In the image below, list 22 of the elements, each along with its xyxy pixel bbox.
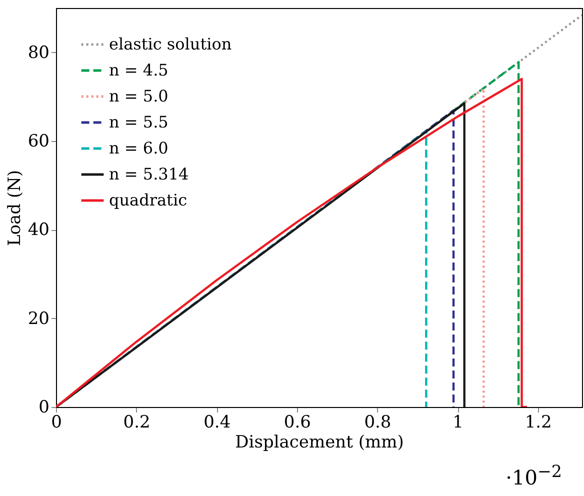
legend-label: n = 5.5 <box>109 112 168 132</box>
legend-label: n = 5.0 <box>109 86 168 106</box>
x-tick-label: 0.8 <box>364 412 392 432</box>
x-tick-label: 0.2 <box>123 412 150 432</box>
y-tick-label: 20 <box>28 308 50 329</box>
y-tick-label: 0 <box>38 398 50 418</box>
y-tick-label: 80 <box>28 42 50 63</box>
x-tick-label: 0.4 <box>204 412 231 432</box>
x-tick-label: 0 <box>51 412 62 432</box>
x-tick-label: 1 <box>452 412 464 432</box>
legend-label: n = 4.5 <box>109 60 168 80</box>
y-tick-label: 60 <box>28 132 50 152</box>
legend-label: elastic solution <box>109 34 232 54</box>
x-tick-label: 0.6 <box>284 412 311 432</box>
x-axis-title: Displacement (mm) <box>235 432 404 452</box>
y-axis-title: Load (N) <box>4 170 25 246</box>
text: ·10$^{−2}$ <box>506 462 562 490</box>
y-tick-label: 40 <box>28 220 50 240</box>
legend-label: n = 5.314 <box>109 164 189 184</box>
legend-label: quadratic <box>109 190 188 210</box>
x-tick-label: 1.2 <box>524 412 552 432</box>
legend-label: n = 6.0 <box>109 138 168 158</box>
